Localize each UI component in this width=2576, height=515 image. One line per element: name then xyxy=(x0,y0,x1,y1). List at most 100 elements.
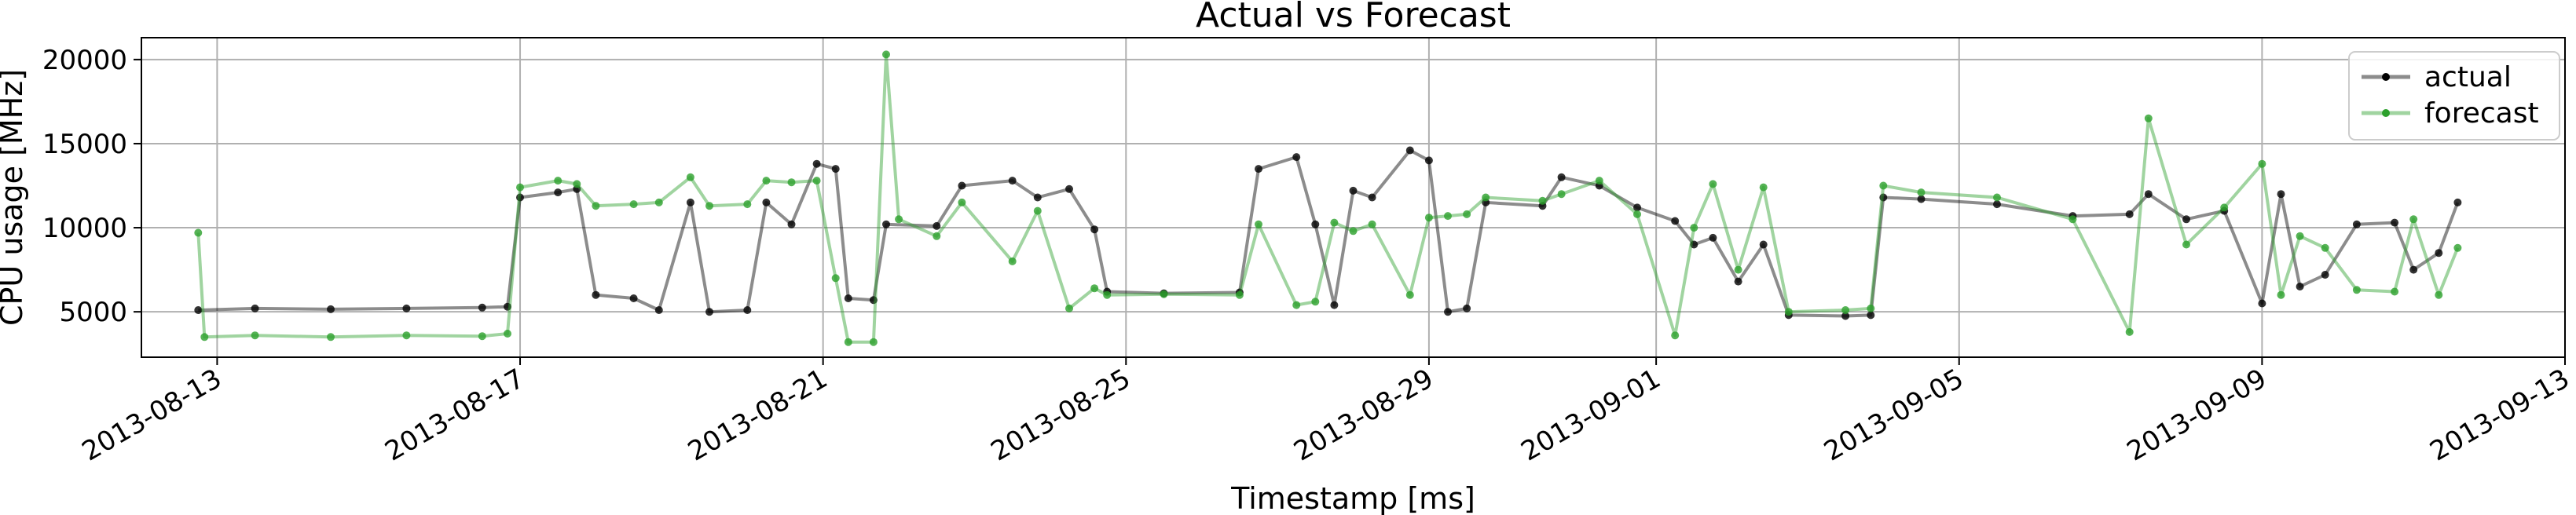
data-point-forecast xyxy=(402,331,411,340)
data-point-actual xyxy=(831,165,840,173)
data-point-forecast xyxy=(1033,206,1042,215)
data-point-forecast xyxy=(194,228,203,237)
data-point-forecast xyxy=(2144,114,2153,122)
legend-label-forecast: forecast xyxy=(2424,97,2539,130)
data-point-actual xyxy=(882,220,890,228)
data-point-forecast xyxy=(1482,193,1490,202)
data-point-forecast xyxy=(1671,331,1680,340)
data-point-forecast xyxy=(844,338,852,346)
data-point-forecast xyxy=(504,330,511,338)
data-point-actual xyxy=(686,198,694,206)
data-point-actual xyxy=(1444,308,1452,316)
data-point-actual xyxy=(743,306,752,314)
data-point-forecast xyxy=(895,215,903,224)
data-point-forecast xyxy=(2352,286,2361,294)
data-point-forecast xyxy=(1424,214,1433,222)
data-point-forecast xyxy=(1538,196,1547,205)
data-point-actual xyxy=(1633,203,1641,212)
data-point-actual xyxy=(1867,311,1875,320)
data-point-actual xyxy=(1463,304,1471,312)
data-point-actual xyxy=(1734,277,1742,286)
data-point-forecast xyxy=(1709,180,1717,188)
data-point-forecast xyxy=(1917,188,1926,197)
data-point-actual xyxy=(1090,225,1099,234)
data-point-actual xyxy=(787,220,796,228)
data-point-forecast xyxy=(251,331,259,340)
data-point-actual xyxy=(2453,198,2462,206)
data-point-actual xyxy=(812,159,821,168)
legend-marker-forecast xyxy=(2382,109,2390,117)
data-point-forecast xyxy=(1595,177,1603,185)
data-point-actual xyxy=(1292,153,1301,162)
data-point-forecast xyxy=(686,173,694,181)
data-point-forecast xyxy=(327,333,335,342)
data-point-forecast xyxy=(762,177,771,185)
data-point-actual xyxy=(2258,299,2266,308)
data-point-forecast xyxy=(1311,298,1320,306)
y-tick-label: 20000 xyxy=(42,45,127,76)
data-point-forecast xyxy=(1759,183,1768,192)
y-tick-label: 5000 xyxy=(59,297,127,328)
data-point-actual xyxy=(1993,200,2001,209)
data-point-actual xyxy=(2435,249,2443,258)
data-point-actual xyxy=(705,308,713,316)
data-point-forecast xyxy=(1463,210,1471,218)
data-point-forecast xyxy=(2182,240,2190,249)
data-point-actual xyxy=(1033,193,1042,202)
legend: actual forecast xyxy=(2348,51,2560,141)
data-point-forecast xyxy=(2125,327,2134,336)
data-point-actual xyxy=(504,302,511,311)
data-point-forecast xyxy=(1557,190,1566,199)
y-tick-label: 15000 xyxy=(42,129,127,160)
data-point-actual xyxy=(1759,240,1768,249)
data-point-actual xyxy=(1917,195,1926,203)
data-point-forecast xyxy=(2453,243,2462,252)
data-point-forecast xyxy=(1841,306,1850,314)
data-point-actual xyxy=(2296,283,2304,290)
y-axis: 5000 10000 15000 20000 xyxy=(42,45,141,328)
data-point-actual xyxy=(1557,173,1566,181)
data-point-forecast xyxy=(1879,181,1888,190)
data-point-forecast xyxy=(2409,215,2418,224)
y-axis-label: CPU usage [MHz] xyxy=(0,69,29,326)
data-point-forecast xyxy=(882,50,890,59)
data-point-forecast xyxy=(1292,301,1301,309)
data-point-actual xyxy=(1841,312,1850,320)
data-point-actual xyxy=(2409,265,2418,274)
data-point-actual xyxy=(2391,218,2399,227)
data-point-forecast xyxy=(812,177,821,185)
data-point-actual xyxy=(478,303,486,312)
data-point-forecast xyxy=(1103,290,1112,299)
data-point-forecast xyxy=(1235,290,1244,299)
data-point-forecast xyxy=(2220,203,2229,212)
data-point-actual xyxy=(2182,215,2190,224)
legend-marker-actual xyxy=(2382,73,2390,81)
data-point-forecast xyxy=(629,200,638,209)
data-point-forecast xyxy=(1368,220,1376,228)
data-point-forecast xyxy=(1405,290,1414,299)
data-point-forecast xyxy=(1993,193,2001,202)
data-point-actual xyxy=(1690,240,1698,249)
data-point-actual xyxy=(2144,190,2153,199)
data-point-actual xyxy=(1424,156,1433,165)
data-point-actual xyxy=(592,290,600,299)
data-point-actual xyxy=(194,306,203,314)
data-point-forecast xyxy=(2277,290,2285,299)
data-point-forecast xyxy=(1633,210,1641,218)
data-point-forecast xyxy=(869,338,878,346)
data-point-forecast xyxy=(2068,215,2077,224)
data-point-forecast xyxy=(1065,304,1073,312)
data-point-forecast xyxy=(1349,227,1358,236)
series-layer xyxy=(194,50,2462,346)
data-point-actual xyxy=(869,296,878,305)
data-point-forecast xyxy=(705,202,713,210)
data-point-actual xyxy=(327,305,335,313)
data-point-forecast xyxy=(2258,159,2266,168)
data-point-forecast xyxy=(933,232,941,240)
data-point-forecast xyxy=(1690,224,1698,232)
data-point-forecast xyxy=(654,198,663,206)
data-point-forecast xyxy=(478,332,486,341)
data-point-forecast xyxy=(200,333,209,342)
data-point-actual xyxy=(1349,186,1358,195)
